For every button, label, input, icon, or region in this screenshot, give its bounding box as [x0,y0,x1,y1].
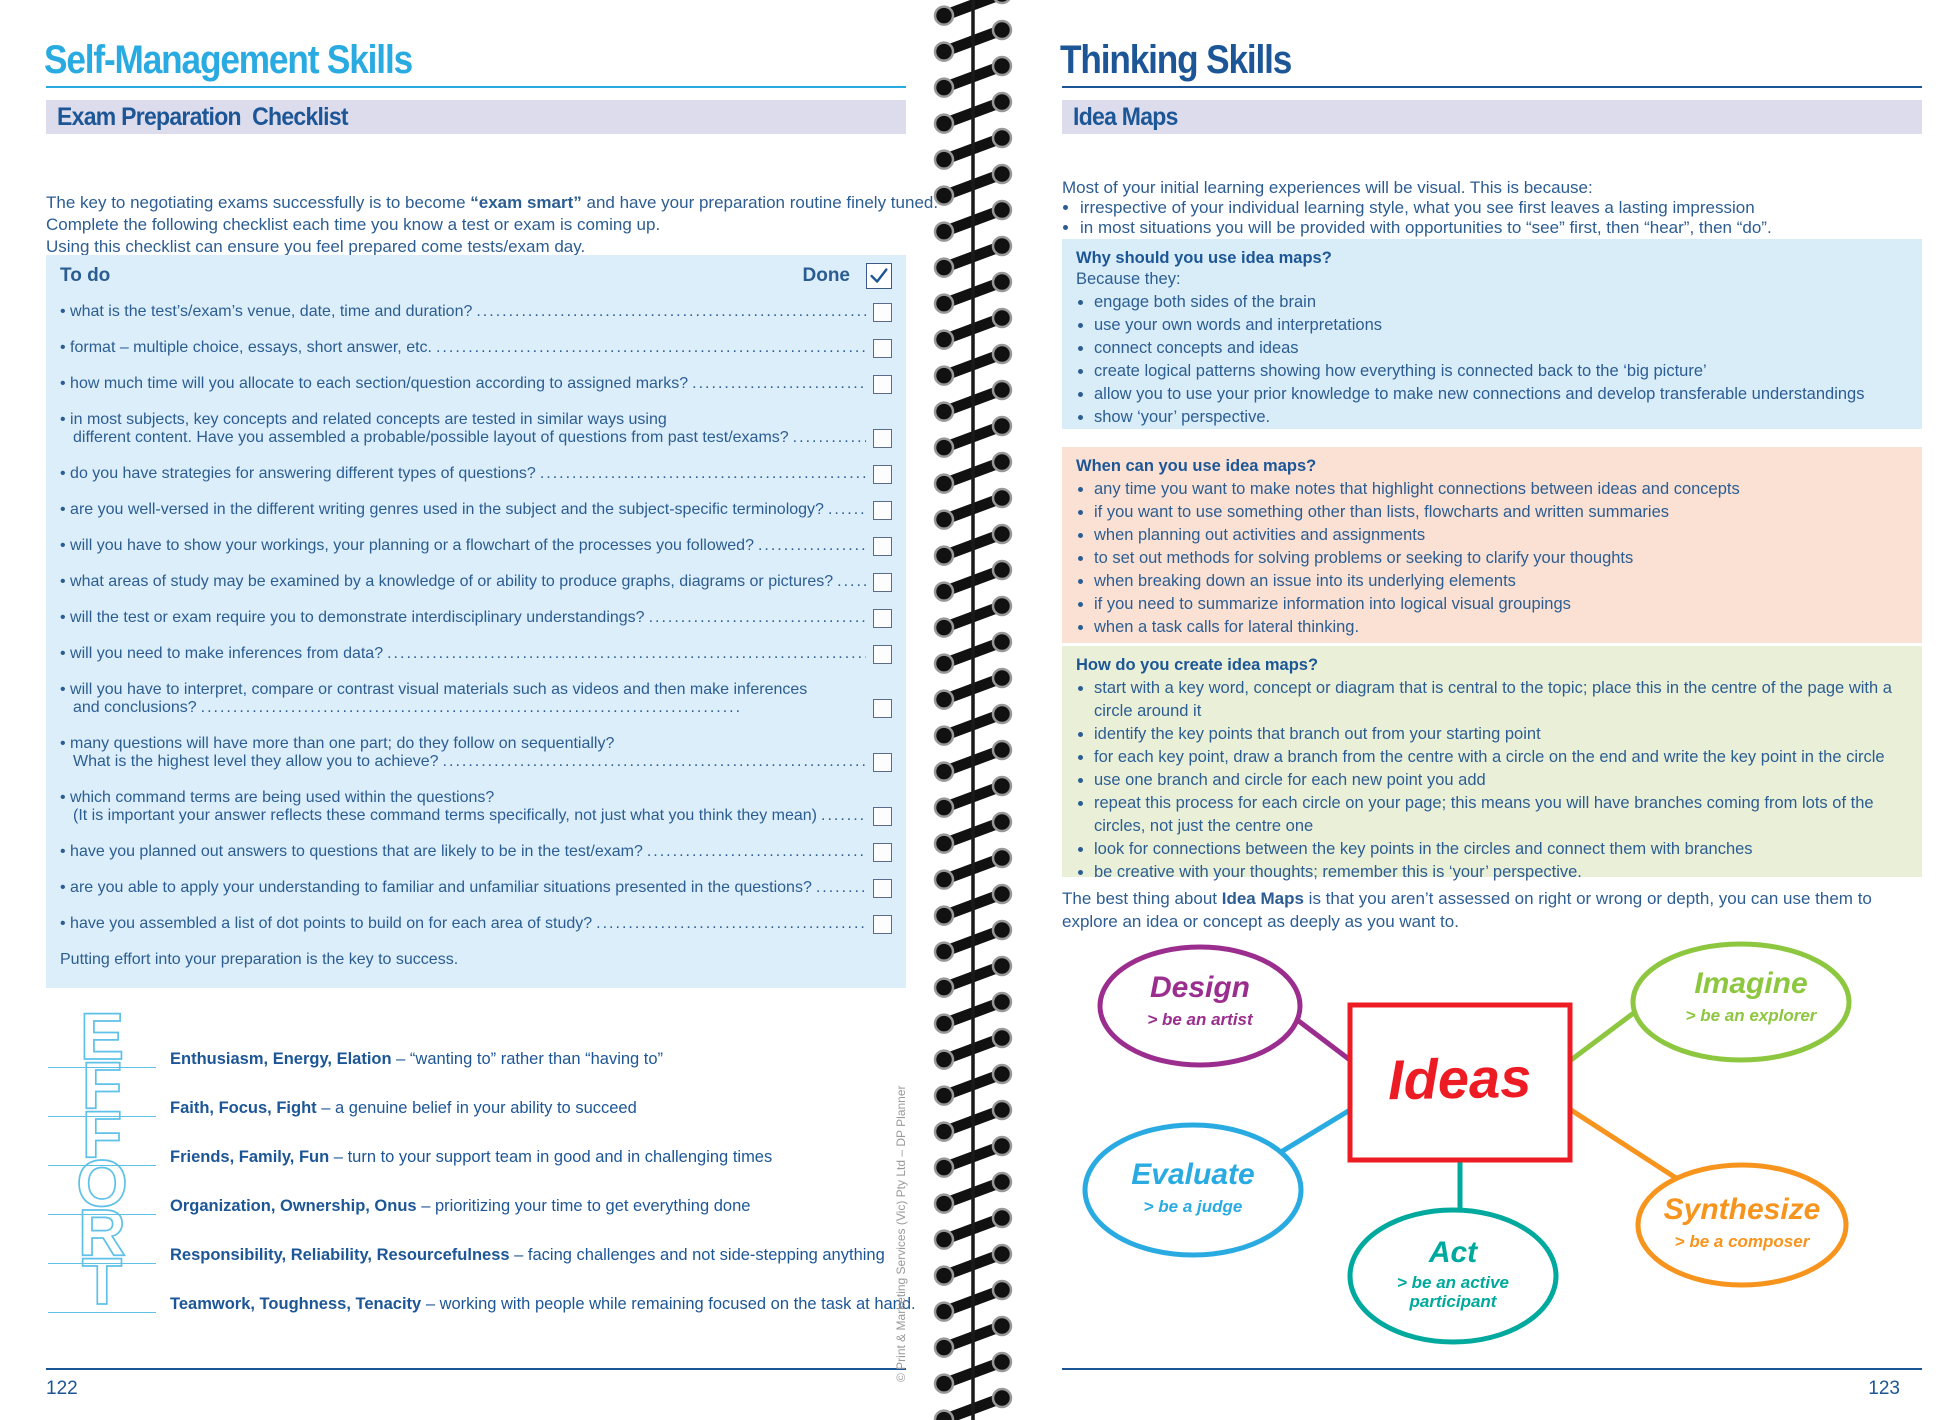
svg-text:> be a judge: > be a judge [1144,1197,1243,1216]
svg-text:participant: participant [1409,1292,1498,1311]
svg-text:> be a composer: > be a composer [1675,1232,1811,1251]
svg-text:Imagine: Imagine [1694,967,1807,1000]
svg-text:Design: Design [1150,971,1250,1004]
svg-text:> be an explorer: > be an explorer [1686,1006,1818,1025]
svg-text:> be an artist: > be an artist [1147,1010,1254,1029]
svg-text:> be an active: > be an active [1397,1273,1509,1292]
svg-text:Act: Act [1428,1236,1479,1269]
svg-text:Synthesize: Synthesize [1664,1193,1821,1226]
svg-text:Evaluate: Evaluate [1131,1158,1254,1191]
svg-text:Ideas: Ideas [1388,1046,1532,1111]
